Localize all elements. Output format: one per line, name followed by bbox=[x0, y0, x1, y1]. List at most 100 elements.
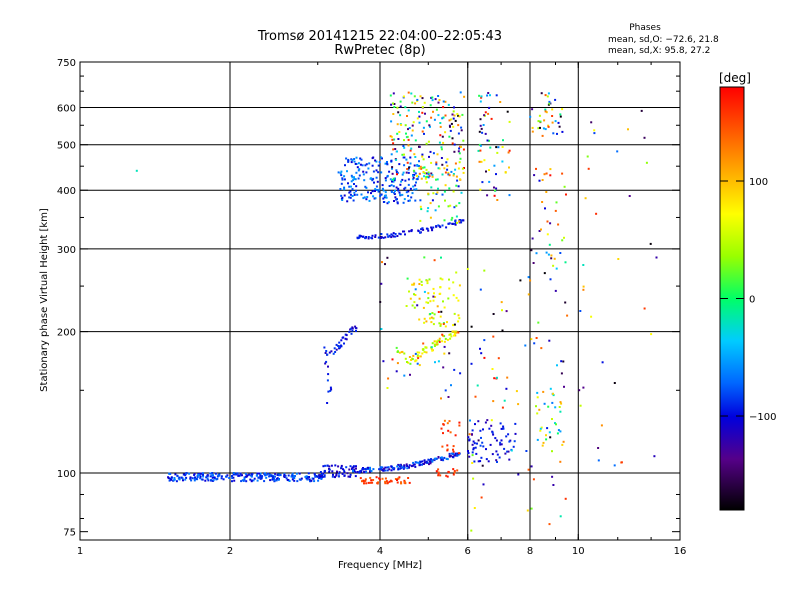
echo-point bbox=[564, 261, 567, 264]
echo-point bbox=[173, 477, 176, 479]
echo-point bbox=[437, 456, 440, 458]
echo-point bbox=[440, 146, 443, 149]
echo-point bbox=[483, 339, 486, 342]
echo-point bbox=[566, 314, 569, 317]
echo-point bbox=[531, 126, 534, 129]
echo-point bbox=[444, 114, 447, 117]
echo-point bbox=[453, 334, 455, 337]
echo-point bbox=[492, 335, 495, 338]
echo-point bbox=[431, 312, 434, 314]
echo-point bbox=[428, 155, 430, 158]
echo-point bbox=[438, 340, 441, 343]
echo-point bbox=[360, 193, 363, 196]
echo-point bbox=[554, 289, 557, 292]
echo-point bbox=[243, 477, 246, 480]
echo-point bbox=[353, 191, 356, 194]
echo-point bbox=[508, 149, 511, 152]
echo-point bbox=[341, 196, 344, 199]
echo-point bbox=[453, 331, 456, 334]
echo-point bbox=[211, 476, 214, 479]
x-tick-label: 2 bbox=[227, 546, 233, 557]
echo-point bbox=[463, 167, 465, 169]
echo-point bbox=[340, 197, 343, 200]
echo-point bbox=[391, 180, 393, 183]
echo-point bbox=[554, 422, 556, 425]
echo-point bbox=[268, 473, 271, 476]
echo-point bbox=[545, 111, 548, 114]
echo-point bbox=[452, 324, 454, 327]
echo-point bbox=[529, 115, 532, 118]
echo-point bbox=[436, 305, 439, 308]
echo-point bbox=[443, 340, 446, 343]
echo-point bbox=[410, 147, 413, 150]
echo-point bbox=[407, 128, 409, 131]
echo-point bbox=[386, 161, 388, 163]
echo-point bbox=[426, 175, 429, 178]
echo-point bbox=[414, 294, 417, 296]
echo-point bbox=[439, 277, 442, 280]
echo-point bbox=[409, 373, 411, 376]
echo-point bbox=[457, 132, 460, 135]
echo-point bbox=[202, 473, 204, 476]
echo-point bbox=[393, 200, 395, 202]
echo-point bbox=[355, 156, 358, 159]
echo-point bbox=[373, 181, 375, 184]
echo-point bbox=[564, 301, 567, 304]
echo-point bbox=[533, 342, 536, 345]
echo-point bbox=[480, 352, 483, 355]
echo-point bbox=[401, 173, 404, 176]
echo-point bbox=[546, 95, 549, 98]
echo-point bbox=[471, 429, 474, 432]
echo-point bbox=[481, 464, 484, 467]
echo-point bbox=[355, 467, 357, 470]
echo-point bbox=[442, 459, 445, 462]
echo-point bbox=[489, 146, 492, 149]
echo-point bbox=[403, 479, 406, 482]
echo-point bbox=[440, 427, 443, 430]
echo-point bbox=[418, 115, 421, 118]
echo-point bbox=[365, 186, 368, 189]
echo-point bbox=[349, 475, 352, 478]
echo-point bbox=[407, 194, 410, 197]
y-tick-label: 100 bbox=[57, 469, 76, 480]
echo-point bbox=[420, 167, 423, 170]
echo-point bbox=[402, 145, 405, 147]
echo-point bbox=[350, 161, 353, 164]
echo-point bbox=[446, 449, 449, 452]
echo-point bbox=[454, 220, 457, 223]
echo-point bbox=[650, 333, 653, 336]
echo-point bbox=[477, 439, 480, 442]
echo-point bbox=[334, 351, 337, 353]
echo-point bbox=[541, 444, 544, 447]
echo-point bbox=[416, 164, 419, 166]
echo-point bbox=[458, 284, 461, 287]
echo-point bbox=[296, 480, 299, 483]
echo-point bbox=[447, 103, 450, 106]
echo-point bbox=[499, 441, 502, 444]
echo-point bbox=[400, 465, 403, 467]
echo-point bbox=[386, 233, 389, 236]
echo-point bbox=[410, 196, 413, 199]
echo-point bbox=[486, 194, 489, 197]
echo-point bbox=[245, 480, 248, 483]
echo-point bbox=[391, 166, 394, 169]
echo-point bbox=[417, 355, 420, 358]
echo-point bbox=[405, 158, 408, 161]
echo-point bbox=[367, 468, 369, 470]
echo-point bbox=[491, 368, 494, 370]
echo-point bbox=[428, 459, 431, 461]
echo-point bbox=[391, 234, 394, 237]
echo-point bbox=[440, 148, 443, 151]
echo-point bbox=[291, 472, 294, 475]
echo-point bbox=[445, 226, 448, 229]
echo-point bbox=[405, 191, 408, 194]
echo-point bbox=[481, 181, 484, 184]
echo-point bbox=[378, 468, 381, 471]
echo-point bbox=[353, 158, 356, 160]
echo-point bbox=[259, 475, 262, 478]
echo-point bbox=[578, 389, 581, 392]
echo-point bbox=[506, 376, 509, 379]
echo-point bbox=[440, 256, 442, 259]
echo-point bbox=[563, 236, 565, 239]
x-tick-label: 16 bbox=[674, 546, 687, 557]
